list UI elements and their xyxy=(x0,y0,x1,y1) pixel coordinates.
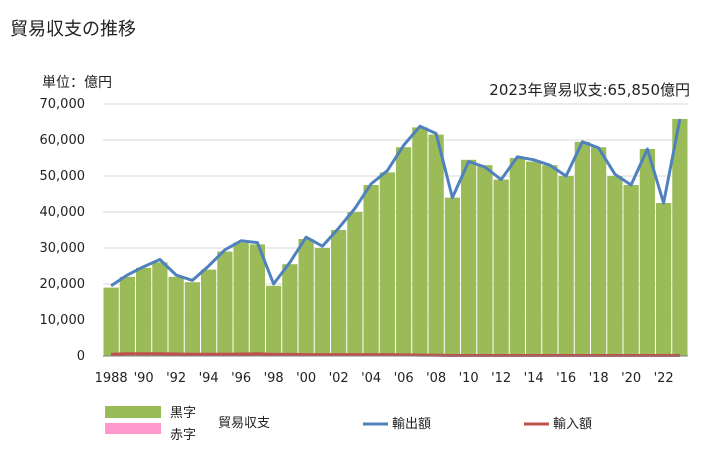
bar-surplus xyxy=(623,185,639,356)
y-tick-label: 40,000 xyxy=(40,205,86,220)
y-tick-label: 30,000 xyxy=(40,241,86,256)
bar-surplus xyxy=(331,230,347,356)
x-tick-label: '10 xyxy=(459,371,479,386)
chart-title: 貿易収支の推移 xyxy=(10,19,136,40)
x-tick-label: '22 xyxy=(654,371,674,386)
bar-surplus xyxy=(266,285,282,356)
annotation: 2023年貿易収支:65,850億円 xyxy=(489,81,690,99)
bar-surplus xyxy=(574,141,590,356)
bar-surplus xyxy=(509,158,525,356)
axes: 70,000 60,000 50,000 40,000 30,000 20,000 10,0… xyxy=(40,97,688,386)
y-tick-label: 70,000 xyxy=(40,97,86,112)
legend-label-surplus: 黒字 xyxy=(170,406,196,421)
bar-surplus xyxy=(639,149,655,356)
bar-surplus xyxy=(493,179,509,356)
legend: 黒字 赤字 貿易収支 輸出額 輸入額 xyxy=(105,406,592,443)
bar-surplus xyxy=(526,161,542,356)
bar-surplus xyxy=(396,147,412,356)
bar-surplus xyxy=(444,197,460,356)
x-tick-label: '12 xyxy=(491,371,511,386)
bar-surplus xyxy=(412,127,428,357)
legend-swatch-surplus xyxy=(105,406,161,418)
x-tick-label: '06 xyxy=(394,371,414,386)
bar-surplus xyxy=(347,212,363,356)
x-tick-label: '02 xyxy=(329,371,349,386)
bar-surplus xyxy=(233,242,249,356)
bar-surplus xyxy=(201,269,217,356)
x-tick-label: '16 xyxy=(556,371,576,386)
bar-surplus xyxy=(103,287,119,356)
bar-surplus xyxy=(558,176,574,356)
x-tick-label: '14 xyxy=(524,371,544,386)
y-tick-label: 60,000 xyxy=(40,133,86,148)
bar-surplus xyxy=(591,147,607,356)
bar-surplus xyxy=(428,134,444,356)
x-tick-label: '20 xyxy=(621,371,641,386)
bar-surplus xyxy=(314,248,330,356)
x-tick-label: '18 xyxy=(589,371,609,386)
x-tick-label: '04 xyxy=(361,371,381,386)
bar-surplus xyxy=(461,159,477,356)
x-tick-label: '92 xyxy=(166,371,186,386)
bar-surplus xyxy=(542,165,558,356)
bar-surplus xyxy=(168,276,184,356)
x-tick-label: 1988 xyxy=(95,371,128,386)
bar-surplus xyxy=(249,244,265,356)
bar-series xyxy=(103,118,688,357)
y-tick-label: 10,000 xyxy=(40,313,86,328)
legend-label-balance: 貿易収支 xyxy=(218,416,270,431)
x-tick-label: '94 xyxy=(199,371,219,386)
bar-surplus xyxy=(672,118,688,356)
bar-surplus xyxy=(152,262,168,356)
x-tick-label: '98 xyxy=(264,371,284,386)
y-tick-label: 50,000 xyxy=(40,169,86,184)
bar-surplus xyxy=(477,165,493,356)
bar-surplus xyxy=(136,267,152,356)
legend-label-import: 輸入額 xyxy=(553,417,592,432)
bar-surplus xyxy=(607,176,623,356)
bar-surplus xyxy=(298,239,314,356)
x-tick-label: '00 xyxy=(296,371,316,386)
legend-swatch-deficit xyxy=(105,423,161,434)
export-line xyxy=(110,118,682,288)
unit-label: 単位：億円 xyxy=(42,75,112,91)
bar-surplus xyxy=(119,276,135,356)
x-tick-label: '08 xyxy=(426,371,446,386)
bar-surplus xyxy=(282,264,298,356)
y-tick-label: 20,000 xyxy=(40,277,86,292)
legend-label-deficit: 赤字 xyxy=(170,428,196,443)
bar-surplus xyxy=(184,282,200,356)
bar-surplus xyxy=(379,172,395,356)
legend-label-export: 輸出額 xyxy=(392,417,431,432)
gridlines xyxy=(103,103,688,321)
bar-surplus xyxy=(217,251,233,356)
bar-surplus xyxy=(363,185,379,356)
y-tick-label: 0 xyxy=(77,349,85,364)
x-tick-label: '96 xyxy=(231,371,251,386)
x-tick-label: '90 xyxy=(134,371,154,386)
bar-surplus xyxy=(656,203,672,356)
